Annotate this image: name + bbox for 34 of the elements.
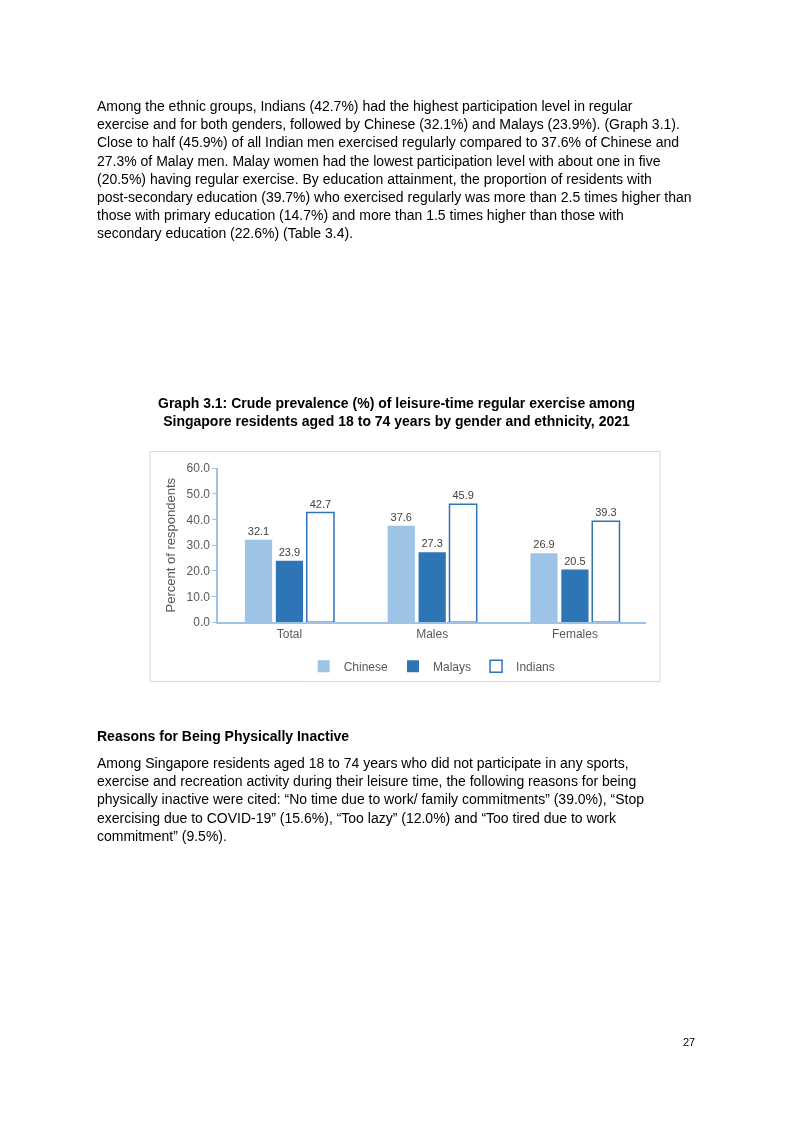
y-tick-label: 0.0 <box>193 615 211 630</box>
text: 27 <box>683 1036 696 1048</box>
y-tick-label: 60.0 <box>186 461 211 476</box>
y-tick-label: 40.0 <box>186 512 211 527</box>
data-label: 20.5 <box>564 554 586 567</box>
text: Among the ethnic groups, Indians (42.7%) had the highest participation level in regular exercise and for both genders, followed by Chinese (32.1%) and Malays (23.9%). (Graph 3.1). Close to half (45.9%) of all Indian men exercised regularly compared to 37.6% of Chinese and 27.3% of Malay men. Malay women had the lowest participation level with about one in five (20.5%) having regular exercise. By education attainment, the proportion of residents with post-secondary education (39.7%) who exercised regularly was more than 2.5 times higher than those with primary education (14.7%) and more than 1.5 times higher than those with secondary education (22.6%) (Table 3.4). <box>97 98 692 242</box>
y-tick-label: 20.0 <box>186 564 211 579</box>
y-tick-label: 10.0 <box>186 589 211 604</box>
data-label: 26.9 <box>533 538 555 551</box>
legend-label: Malays <box>433 659 472 674</box>
data-label: 27.3 <box>421 537 443 550</box>
x-tick-label: Females <box>551 627 598 642</box>
chart-title: Graph 3.1: Crude prevalence (%) of leisure-time regular exercise among Singapore residents aged 18 to 74 years by gender and ethnicity, 2021 <box>158 395 635 430</box>
y-axis-title: Percent of respondents <box>163 477 179 613</box>
data-label: 32.1 <box>247 524 270 537</box>
y-tick-label: 50.0 <box>186 487 211 502</box>
data-label: 23.9 <box>278 545 301 558</box>
bar <box>591 520 621 623</box>
text: Reasons for Being Physically Inactive <box>97 728 350 744</box>
y-tick-label: 30.0 <box>186 538 211 553</box>
x-tick-label: Males <box>416 627 449 642</box>
bar <box>418 552 446 623</box>
data-label: 39.3 <box>595 506 617 519</box>
bar <box>561 569 589 623</box>
text: Among Singapore residents aged 18 to 74 years who did not participate in any sports, exercise and recreation activity during their leisure time, the following reasons for being physically inactive were cited: “No time due to work/ family commitments” (39.0%), “Stop exercising due to COVID-19” (15.6%), “Too lazy” (12.0%) and “Too tired due to work commitment” (9.5%). <box>97 755 645 844</box>
data-label: 37.6 <box>390 510 412 523</box>
bar <box>275 560 304 623</box>
legend-label: Indians <box>516 659 555 674</box>
bar <box>448 503 478 623</box>
x-tick-label: Total <box>276 627 303 642</box>
data-label: 42.7 <box>309 497 332 510</box>
bar <box>306 511 335 623</box>
legend-label: Chinese <box>343 659 389 674</box>
data-label: 45.9 <box>452 489 474 502</box>
